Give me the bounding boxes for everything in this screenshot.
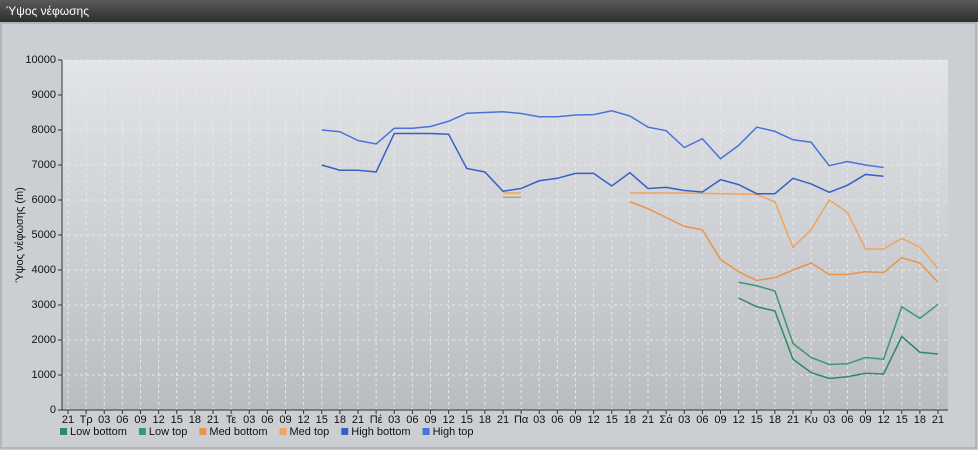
x-tick-label: 18 — [769, 414, 781, 426]
x-tick-label: 09 — [134, 414, 146, 426]
y-tick-label: 9000 — [32, 89, 56, 101]
x-tick-label: 12 — [298, 414, 310, 426]
x-tick-label: 18 — [479, 414, 491, 426]
x-tick-label: 12 — [878, 414, 890, 426]
x-tick-label: 12 — [153, 414, 165, 426]
y-tick-label: 2000 — [32, 334, 56, 346]
y-axis-label: Ύψος νέφωσης (m) — [14, 187, 26, 283]
x-tick-label: 21 — [62, 414, 74, 426]
legend-swatch — [60, 428, 67, 435]
legend-swatch — [279, 428, 287, 435]
window-title: Ύψος νέφωσης — [0, 0, 978, 22]
x-tick-label: 15 — [461, 414, 473, 426]
x-tick-label: 09 — [279, 414, 291, 426]
y-tick-label: 5000 — [32, 229, 56, 241]
x-tick-label: 09 — [569, 414, 581, 426]
x-tick-label: 03 — [243, 414, 255, 426]
y-tick-label: 3000 — [32, 299, 56, 311]
x-tick-label: 15 — [751, 414, 763, 426]
x-tick-label: 21 — [642, 414, 654, 426]
y-tick-label: 1000 — [32, 369, 56, 381]
x-tick-label: 03 — [388, 414, 400, 426]
legend-swatch — [422, 428, 430, 435]
chart: Ύψος νέφωσης (m) 0 1000 2000 3000 4000 5000 60… — [0, 22, 977, 449]
x-tick-label: 18 — [914, 414, 926, 426]
x-tick-label: 06 — [696, 414, 708, 426]
legend-swatch — [199, 428, 207, 435]
series-line — [321, 132, 884, 195]
x-tick-label: 03 — [98, 414, 110, 426]
y-tick-label: 6000 — [32, 194, 56, 206]
y-tick-label: 10000 — [25, 54, 56, 66]
x-tick-label: 06 — [116, 414, 128, 426]
legend-label: Low top — [149, 426, 188, 438]
legend-label: High bottom — [351, 426, 410, 438]
x-tick-label: 03 — [678, 414, 690, 426]
x-tick-label: 03 — [533, 414, 545, 426]
y-tick-label: 8000 — [32, 124, 56, 136]
x-tick-label: 12 — [443, 414, 455, 426]
x-tick-label: 06 — [841, 414, 853, 426]
series-line — [738, 281, 939, 366]
x-tick-label: 15 — [316, 414, 328, 426]
x-tick-label: 12 — [733, 414, 745, 426]
x-tick-label: Πα — [514, 414, 529, 426]
x-tick-label: 18 — [189, 414, 201, 426]
y-tick-label: 7000 — [32, 159, 56, 171]
x-tick-label: 21 — [497, 414, 509, 426]
legend-label: High top — [433, 426, 474, 438]
x-tick-label: 21 — [207, 414, 219, 426]
x-tick-label: Τρ — [80, 414, 93, 426]
x-tick-label: 06 — [261, 414, 273, 426]
y-tick-label: 0 — [50, 404, 56, 416]
series-line — [738, 297, 939, 380]
x-tick-label: 21 — [932, 414, 944, 426]
series-line — [321, 109, 884, 169]
x-tick-label: 15 — [606, 414, 618, 426]
legend-swatch — [341, 428, 349, 435]
x-tick-label: 09 — [424, 414, 436, 426]
x-tick-label: Σά — [660, 414, 674, 426]
x-tick-label: 15 — [171, 414, 183, 426]
x-tick-label: 03 — [823, 414, 835, 426]
x-tick-label: 09 — [714, 414, 726, 426]
x-tick-label: 18 — [334, 414, 346, 426]
x-tick-label: Πέ — [370, 414, 383, 426]
x-tick-label: 06 — [406, 414, 418, 426]
legend-label: Low bottom — [70, 426, 127, 438]
x-tick-label: 12 — [588, 414, 600, 426]
legend-label: Med top — [290, 426, 330, 438]
x-tick-label: 21 — [787, 414, 799, 426]
legend-swatch — [138, 428, 146, 435]
x-tick-label: Κυ — [804, 414, 817, 426]
y-tick-label: 4000 — [32, 264, 56, 276]
series-line — [503, 196, 939, 283]
legend-label: Med bottom — [209, 426, 267, 438]
series-line — [503, 192, 939, 269]
x-tick-label: Τε — [226, 414, 237, 426]
x-tick-label: 06 — [551, 414, 563, 426]
x-tick-label: 09 — [859, 414, 871, 426]
x-tick-label: 18 — [624, 414, 636, 426]
x-tick-label: 21 — [352, 414, 364, 426]
x-tick-label: 15 — [896, 414, 908, 426]
